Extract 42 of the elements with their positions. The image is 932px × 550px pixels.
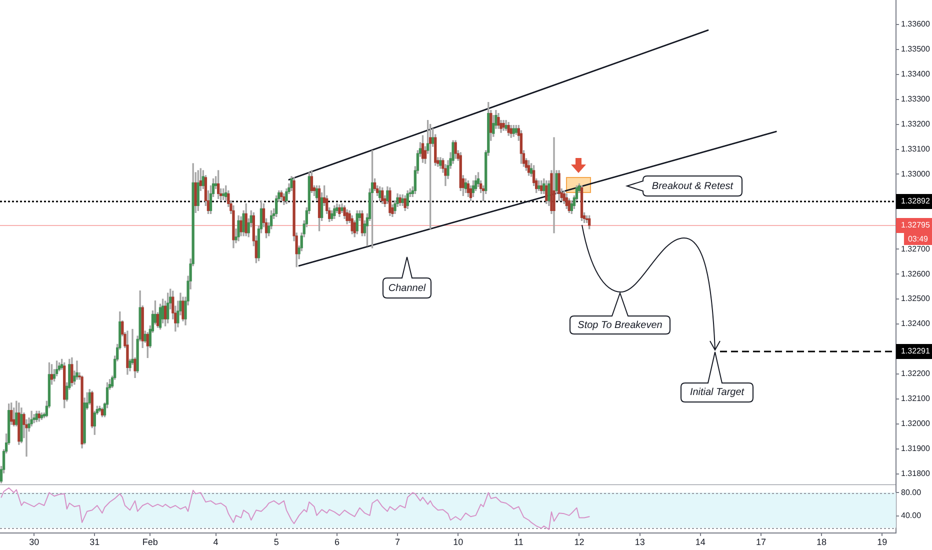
candlestick [552, 137, 556, 234]
x-tick-label: 31 [90, 536, 100, 547]
ref-line-label: 1.32291 [901, 346, 930, 356]
annotation: Stop To Breakeven [578, 320, 662, 330]
y-tick-label: 1.33100 [901, 144, 930, 154]
y-tick-label: 1.33600 [901, 20, 930, 29]
x-tick-label: 11 [514, 536, 524, 547]
x-tick-label: 10 [453, 536, 464, 547]
y-tick-label: 1.31900 [901, 444, 930, 454]
y-tick-label: 40.00 [901, 511, 922, 520]
y-tick-label: 1.32500 [901, 294, 930, 304]
x-tick-label: 17 [756, 536, 766, 547]
y-tick-label: 1.32600 [901, 269, 930, 278]
x-tick-label: 5 [274, 536, 279, 547]
annotation: Breakout & Retest [652, 180, 734, 192]
x-tick-label: 14 [695, 536, 706, 547]
x-tick-label: 30 [29, 536, 40, 547]
x-tick-label: 13 [634, 536, 645, 547]
ref-line-label: 1.32795 [901, 220, 930, 230]
y-tick-label: 1.33500 [901, 44, 930, 54]
y-tick-label: 1.33300 [901, 94, 930, 104]
y-tick-label: 1.32100 [901, 394, 930, 404]
y-tick-label: 1.32400 [901, 319, 930, 328]
y-tick-label: 1.33000 [901, 169, 930, 178]
y-tick-label: 80.00 [901, 488, 922, 497]
x-tick-label: 12 [574, 536, 584, 547]
annotation: Channel [388, 282, 426, 294]
annotation: Initial Target [690, 387, 744, 398]
ref-line-label: 1.32892 [901, 196, 930, 206]
x-tick-label: 7 [395, 536, 400, 547]
y-tick-label: 1.33200 [901, 120, 930, 129]
text: 03:49 [908, 234, 929, 244]
y-tick-label: 1.31800 [901, 468, 930, 478]
y-tick-label: 1.32700 [901, 244, 930, 254]
x-tick-label: 6 [334, 536, 340, 547]
x-tick-label: 4 [213, 536, 218, 547]
x-tick-label: 19 [877, 536, 888, 547]
y-tick-label: 1.32000 [901, 419, 930, 428]
x-tick-label: Feb [142, 536, 158, 547]
y-tick-label: 1.32200 [901, 369, 930, 378]
x-tick-label: 18 [816, 536, 827, 547]
y-tick-label: 1.33400 [901, 70, 930, 79]
